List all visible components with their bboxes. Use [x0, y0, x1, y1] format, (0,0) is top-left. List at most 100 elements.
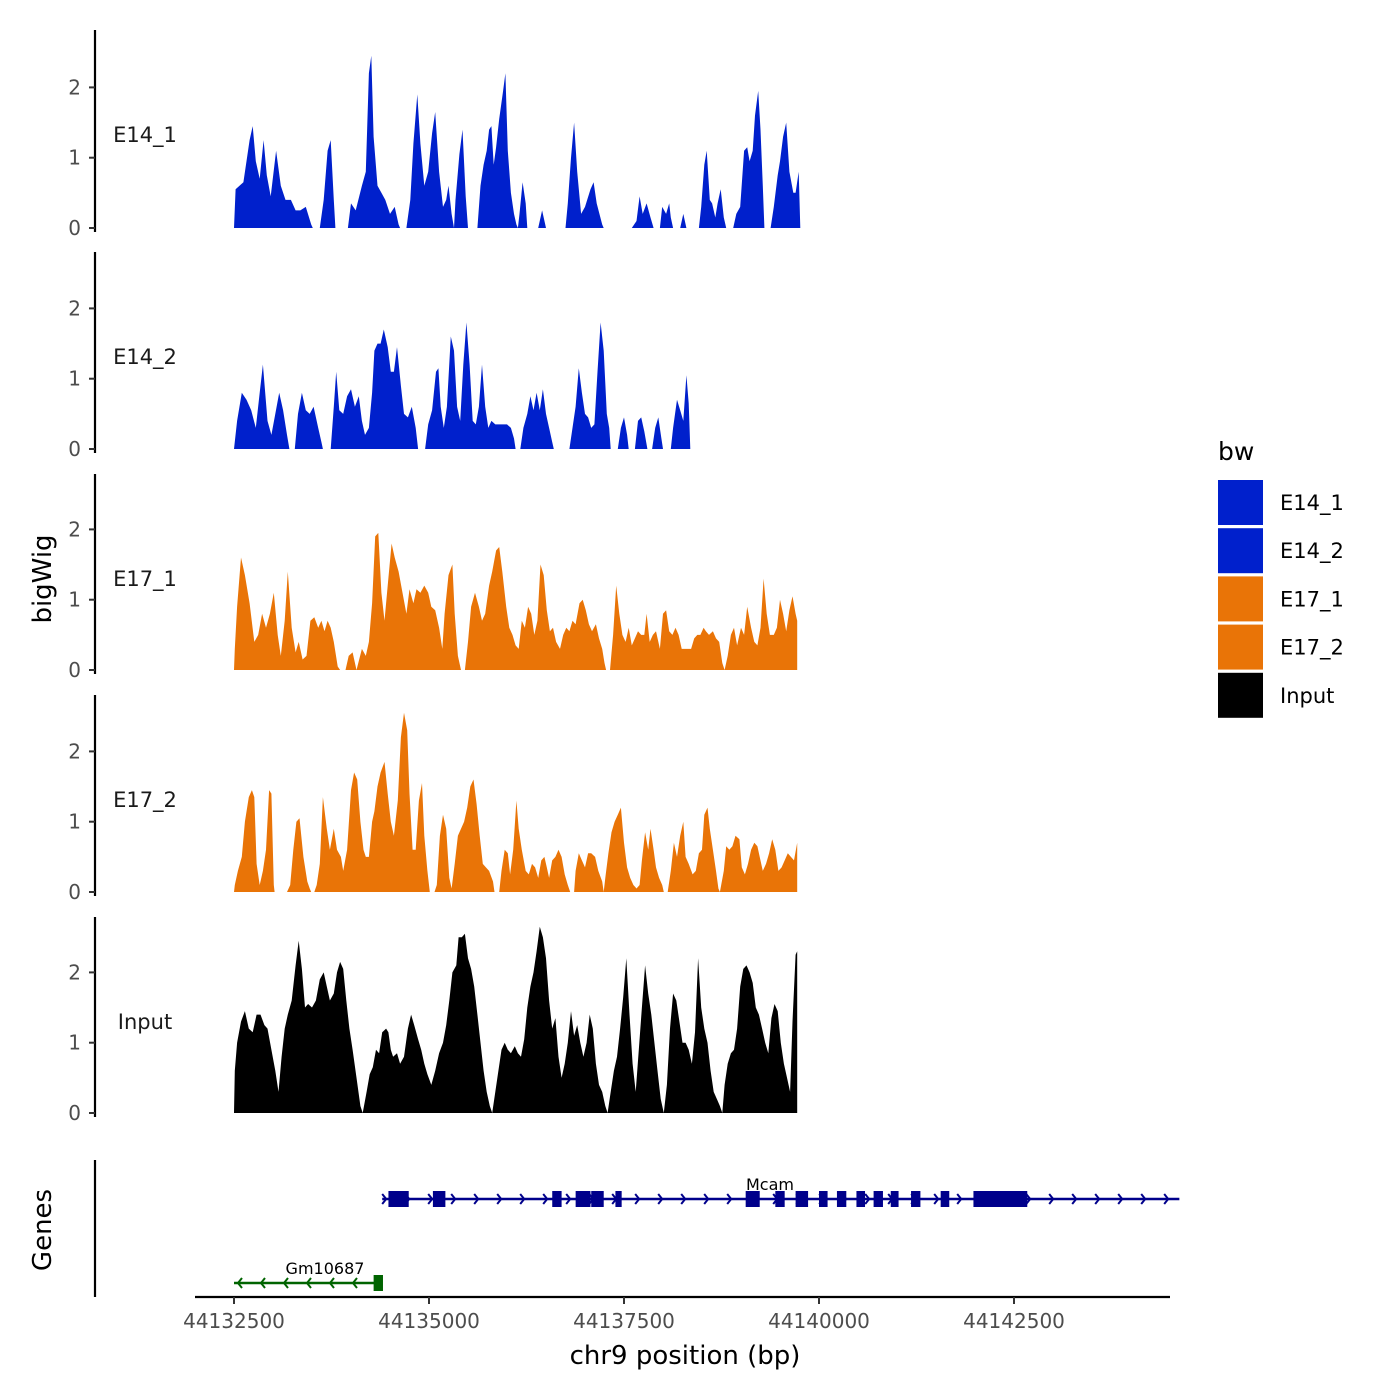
strand-arrow	[657, 1193, 664, 1205]
legend-entry: E17_2	[1218, 624, 1344, 670]
coverage-area	[234, 712, 798, 892]
x-tick-label: 44132500	[183, 1309, 285, 1333]
strand-arrow	[450, 1193, 457, 1205]
strand-arrow	[328, 1277, 335, 1289]
strand-arrow	[519, 1193, 526, 1205]
y-tick-label: 2	[68, 75, 81, 99]
track-e14-2: 0 1 2 E14_2	[68, 252, 691, 461]
gene-gm10687: Gm10687	[234, 1259, 383, 1291]
coverage-area	[234, 926, 798, 1113]
strand-arrow	[726, 1193, 733, 1205]
strand-arrow	[634, 1193, 641, 1205]
exon	[819, 1191, 828, 1207]
track-e14-1: 0 1 2 E14_1	[68, 30, 801, 240]
exon	[591, 1191, 604, 1207]
y-tick-label: 1	[68, 367, 81, 391]
track-label: E14_2	[113, 345, 177, 370]
exon	[911, 1191, 921, 1207]
strand-arrow	[427, 1193, 434, 1205]
track-input: 0 1 2 Input	[68, 917, 798, 1125]
legend-entry: E17_1	[1218, 576, 1344, 622]
exon	[940, 1191, 950, 1207]
legend-entry: E14_2	[1218, 528, 1344, 574]
exon	[890, 1191, 899, 1207]
strand-arrow	[1163, 1193, 1170, 1205]
exon	[432, 1191, 446, 1207]
strand-arrow	[282, 1277, 289, 1289]
legend-swatch	[1218, 528, 1263, 574]
coverage-area	[234, 532, 798, 670]
y-tick-label: 1	[68, 1031, 81, 1055]
legend-title: bw	[1218, 437, 1254, 466]
legend-label: E17_2	[1280, 636, 1344, 661]
strand-arrow	[1025, 1193, 1032, 1205]
y-tick-label: 0	[68, 880, 81, 904]
coverage-area	[234, 322, 691, 449]
y-tick-label: 2	[68, 960, 81, 984]
track-label: Input	[118, 1010, 172, 1034]
y-tick-label: 1	[68, 810, 81, 834]
strand-arrow	[381, 1193, 388, 1205]
strand-arrow	[1094, 1193, 1101, 1205]
strand-arrow	[351, 1277, 358, 1289]
gene-name: Mcam	[746, 1175, 794, 1194]
exon	[836, 1191, 847, 1207]
strand-arrow	[305, 1277, 312, 1289]
strand-arrow	[496, 1193, 503, 1205]
legend-swatch	[1218, 480, 1263, 525]
y-tick-label: 2	[68, 296, 81, 320]
gene-mcam: Mcam	[381, 1175, 1180, 1207]
strand-arrow	[1117, 1193, 1124, 1205]
legend-entry: E14_1	[1218, 480, 1344, 525]
x-axis: 44132500 44135000 44137500 44140000 44142500	[183, 1295, 1170, 1333]
y-tick-label: 2	[68, 517, 81, 541]
y-tick-label: 0	[68, 1101, 81, 1125]
strand-arrow	[956, 1193, 963, 1205]
legend-label: E17_1	[1280, 587, 1344, 612]
genes-track-title: Genes	[28, 1189, 58, 1271]
x-tick-label: 44140000	[768, 1309, 870, 1333]
y-tick-label: 0	[68, 437, 81, 461]
legend-swatch	[1218, 576, 1263, 622]
legend-entries: E14_1 E14_2 E17_1 E17_2 Input	[1218, 480, 1344, 718]
exon	[973, 1191, 1028, 1207]
legend-label: E14_1	[1280, 491, 1344, 516]
y-tick-label: 0	[68, 658, 81, 682]
track-label: E17_1	[113, 567, 177, 592]
strand-arrow	[680, 1193, 687, 1205]
track-label: E17_2	[113, 788, 177, 813]
x-axis-title: chr9 position (bp)	[570, 1341, 801, 1371]
y-axis-title: bigWig	[28, 534, 58, 623]
y-tick-label: 2	[68, 739, 81, 763]
exon	[745, 1191, 760, 1207]
x-tick-label: 44142500	[963, 1309, 1065, 1333]
x-tick-label: 44137500	[573, 1309, 675, 1333]
y-tick-label: 1	[68, 146, 81, 170]
coverage-area	[234, 55, 801, 228]
strand-arrow	[1048, 1193, 1055, 1205]
legend-swatch	[1218, 624, 1263, 670]
strand-arrow	[542, 1193, 549, 1205]
legend-label: E14_2	[1280, 539, 1344, 564]
exon	[615, 1191, 622, 1207]
y-tick-label: 1	[68, 588, 81, 612]
exon	[873, 1191, 883, 1207]
legend-swatch	[1218, 672, 1263, 718]
exon	[795, 1191, 809, 1207]
track-e17-1: 0 1 2 E17_1	[68, 474, 798, 682]
legend-entry: Input	[1218, 672, 1334, 718]
x-tick-label: 44135000	[378, 1309, 480, 1333]
track-label: E14_1	[113, 123, 177, 148]
gene-name: Gm10687	[286, 1259, 365, 1278]
strand-arrow	[236, 1277, 243, 1289]
exon	[856, 1191, 866, 1207]
strand-arrow	[703, 1193, 710, 1205]
strand-arrow	[1140, 1193, 1147, 1205]
exon	[373, 1275, 383, 1291]
strand-arrow	[473, 1193, 480, 1205]
strand-arrow	[1071, 1193, 1078, 1205]
exon	[575, 1191, 591, 1207]
strand-arrow	[259, 1277, 266, 1289]
exon	[388, 1191, 409, 1207]
